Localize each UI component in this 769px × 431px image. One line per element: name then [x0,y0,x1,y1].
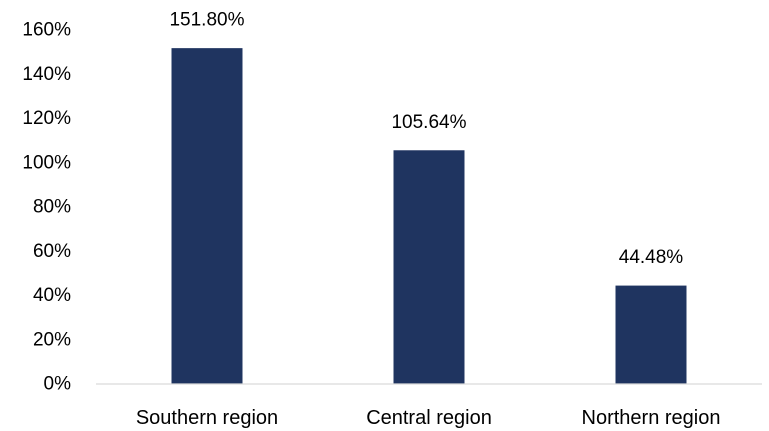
x-tick-label: Central region [366,407,492,429]
x-axis: Southern region Central region Northern re… [96,383,762,429]
y-tick-label: 160% [22,20,71,41]
y-tick-label: 100% [22,152,71,173]
y-tick-label: 120% [22,108,71,129]
data-label: 151.80% [169,10,244,31]
y-tick-label: 80% [33,197,71,218]
bar [171,48,243,385]
y-tick-label: 20% [33,329,71,350]
data-label: 44.48% [619,247,684,268]
bars [171,48,687,385]
data-labels: 151.80% 105.64% 44.48% [169,10,683,268]
y-axis: 0% 20% 40% 60% 80% 100% 120% 140% 160% [22,20,71,395]
y-tick-label: 0% [44,374,72,395]
y-tick-label: 60% [33,241,71,262]
y-tick-label: 140% [22,64,71,85]
data-label: 105.64% [391,112,466,133]
bar [615,285,687,384]
x-tick-label: Northern region [582,407,721,429]
bar [393,150,465,384]
x-tick-label: Southern region [136,407,278,429]
y-tick-label: 40% [33,285,71,306]
